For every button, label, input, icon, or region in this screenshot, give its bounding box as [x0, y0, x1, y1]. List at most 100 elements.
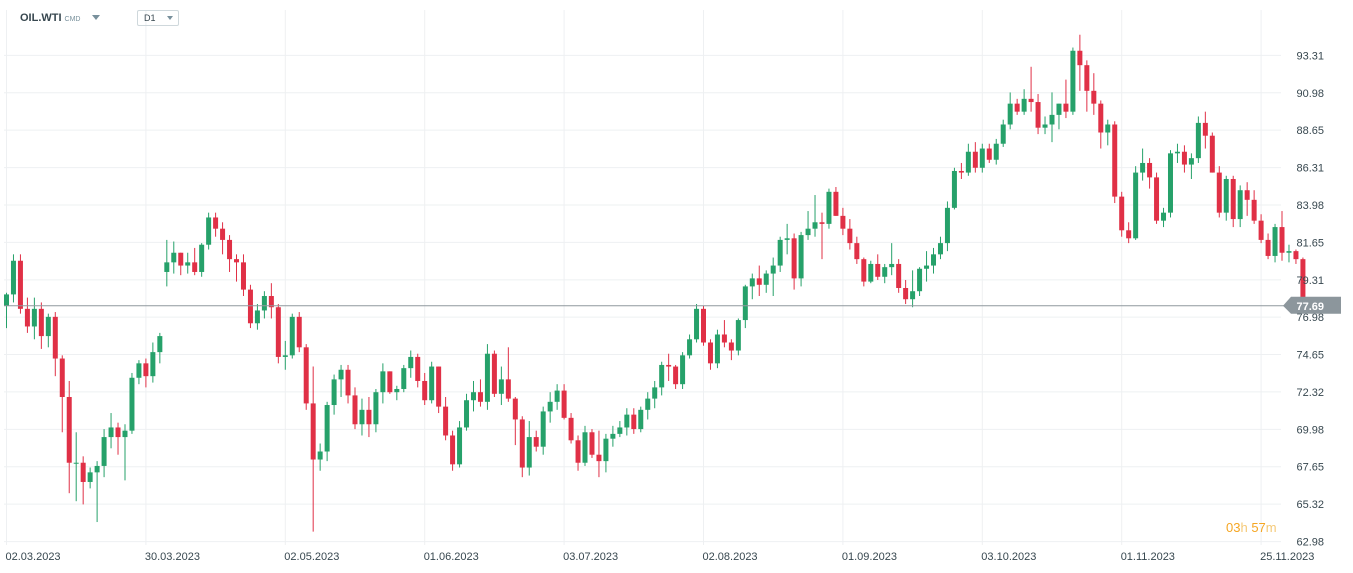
- candle: [317, 443, 323, 471]
- candle: [366, 397, 372, 438]
- candle: [1105, 119, 1111, 146]
- timeframe-select[interactable]: D1: [137, 10, 179, 26]
- candle: [1133, 166, 1139, 240]
- candle: [73, 432, 79, 502]
- candle: [443, 397, 449, 441]
- candle: [917, 267, 923, 297]
- candle-body: [547, 401, 553, 412]
- candle-body: [199, 244, 205, 272]
- candle-body: [603, 438, 609, 462]
- candle: [826, 188, 832, 229]
- candle-body: [59, 358, 65, 398]
- candle: [833, 187, 839, 216]
- candle: [742, 284, 748, 329]
- time-axis[interactable]: 02.03.2023 30.03.2023 02.05.2023 01.06.2023…: [6, 551, 1315, 563]
- candle: [554, 384, 560, 410]
- candle-body: [840, 215, 846, 229]
- candle-body: [80, 462, 86, 482]
- candle-body: [763, 273, 769, 285]
- candle-body: [1007, 103, 1013, 125]
- candle: [1167, 150, 1173, 218]
- candle-body: [561, 390, 567, 418]
- candle-body: [1105, 124, 1111, 133]
- symbol-dropdown-chevron-down-icon[interactable]: [92, 15, 100, 20]
- candle-body: [366, 409, 372, 425]
- candle-body: [533, 437, 539, 447]
- candle: [1021, 89, 1027, 115]
- candle-body: [979, 148, 985, 168]
- candle-body: [87, 472, 93, 482]
- candle-body: [812, 222, 818, 229]
- chart-toolbar: OIL.WTI CMD D1: [0, 8, 400, 30]
- candle-body: [917, 268, 923, 292]
- candle: [596, 430, 602, 478]
- candle: [519, 416, 525, 478]
- candle-body: [568, 417, 574, 441]
- candle: [1147, 158, 1153, 189]
- candle-body: [889, 263, 895, 268]
- candle-body: [1244, 190, 1250, 200]
- candle: [1230, 175, 1236, 228]
- candle: [1056, 103, 1062, 130]
- candle: [944, 201, 950, 252]
- candle-body: [206, 217, 212, 245]
- timeframe-chevron-down-icon: [167, 16, 173, 20]
- candle-body: [910, 291, 916, 300]
- candle-body: [171, 252, 177, 263]
- date-tick-label: 02.05.2023: [284, 551, 339, 563]
- candle: [993, 138, 999, 165]
- candle: [1251, 190, 1257, 224]
- candle-body: [73, 462, 79, 464]
- candle-body: [596, 454, 602, 462]
- candle-body: [1300, 259, 1306, 306]
- candle-body: [192, 262, 198, 272]
- candle-body: [296, 316, 302, 348]
- candle: [631, 408, 637, 434]
- candle: [1084, 60, 1090, 112]
- candle: [234, 254, 240, 282]
- candle-body: [498, 379, 504, 394]
- candle: [1112, 121, 1118, 204]
- candle: [296, 312, 302, 353]
- candle-body: [861, 259, 867, 282]
- price-axis[interactable]: 93.31 90.98 88.65 86.31 83.98 81.65 79.31 76.98…: [1296, 50, 1324, 548]
- candle: [666, 353, 672, 381]
- candlestick-series: [4, 34, 1306, 532]
- candle: [1035, 94, 1041, 135]
- candle-body: [875, 263, 881, 277]
- candle-body: [415, 356, 421, 381]
- candle: [784, 223, 790, 255]
- price-tick-label: 76.98: [1296, 312, 1324, 324]
- candle-body: [1119, 196, 1125, 231]
- candle-body: [178, 252, 184, 266]
- countdown-hours: 03: [1226, 520, 1241, 535]
- candle-body: [1174, 151, 1180, 154]
- candle-body: [937, 243, 943, 255]
- symbol-selector[interactable]: OIL.WTI CMD: [20, 12, 81, 24]
- candle-body: [673, 366, 679, 385]
- candle-body: [1133, 172, 1139, 239]
- candle-body: [422, 380, 428, 401]
- candle: [408, 350, 414, 378]
- candle-body: [1202, 122, 1208, 136]
- candle: [1202, 111, 1208, 149]
- candle: [1140, 148, 1146, 181]
- candle: [889, 243, 895, 276]
- candle-body: [847, 228, 853, 244]
- candle-body: [610, 433, 616, 439]
- candle-body: [122, 430, 128, 438]
- candle: [575, 435, 581, 471]
- candle-body: [882, 267, 888, 277]
- candle-body: [254, 310, 260, 324]
- candle: [1195, 116, 1201, 163]
- candle: [1293, 249, 1299, 264]
- candle-body: [429, 366, 435, 401]
- candle: [624, 408, 630, 436]
- candle-body: [52, 316, 58, 359]
- price-tick-label: 79.31: [1296, 275, 1324, 287]
- candle-body: [1286, 251, 1292, 253]
- candle: [1119, 191, 1125, 237]
- candle-body: [394, 388, 400, 393]
- candle: [1279, 211, 1285, 261]
